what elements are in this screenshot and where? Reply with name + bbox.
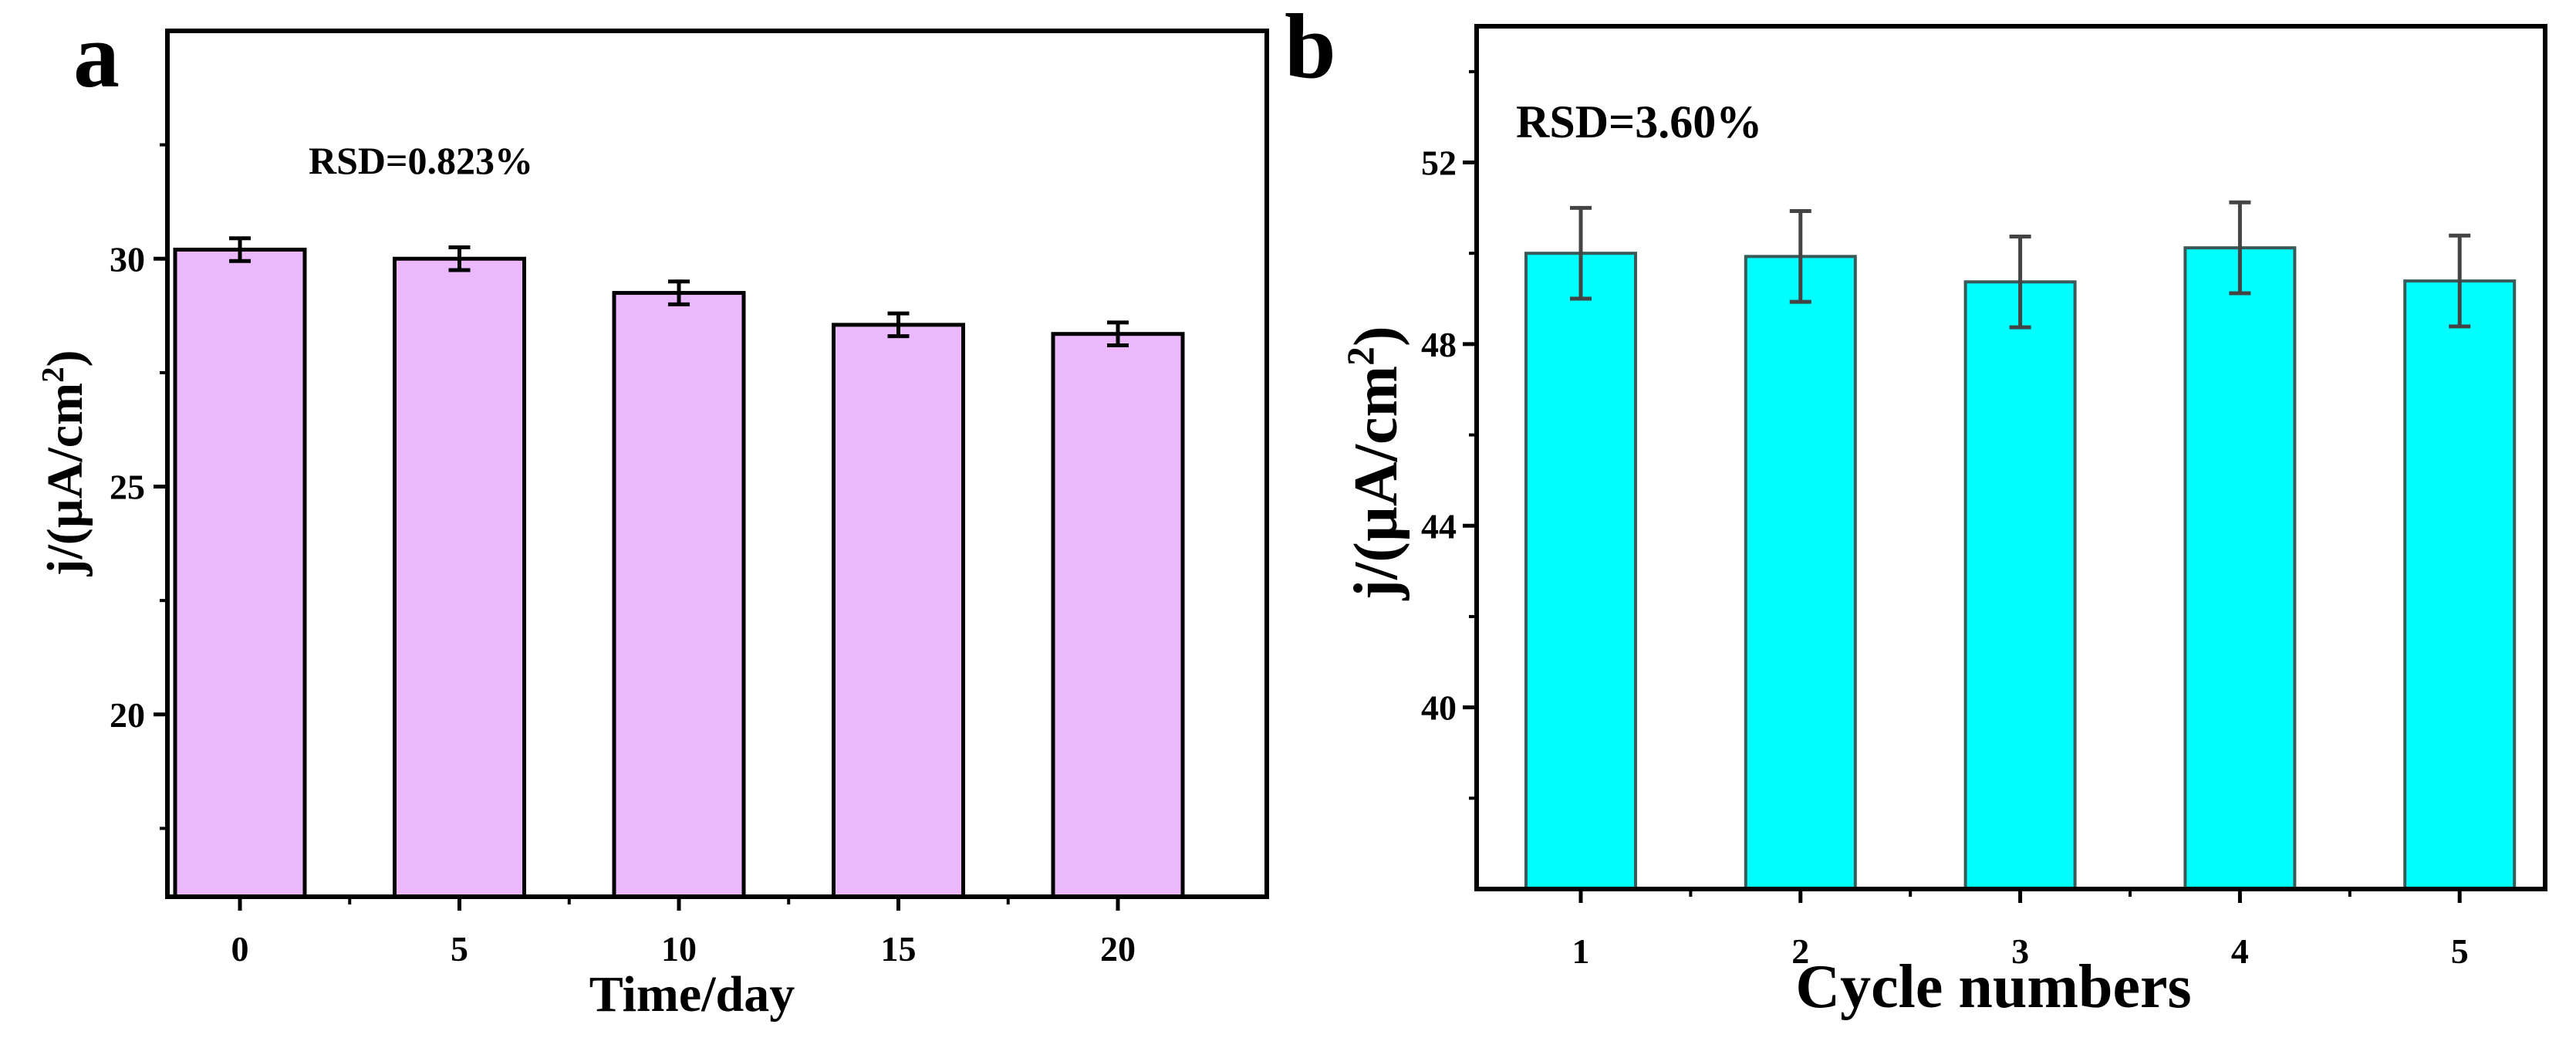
- panel-b-y-axis-title: j/(µA/cm2): [1339, 326, 1410, 600]
- panel-b-chart: b 40 44 48 52 1 2 3 4 5 RSD=3.60% Cycle numbers…: [1285, 0, 2547, 1021]
- error-bar-20: [1107, 320, 1129, 347]
- panel-b-rsd-annotation: RSD=3.60%: [1516, 96, 1762, 147]
- error-bar-15: [887, 311, 910, 339]
- x-tick-label: 15: [881, 929, 917, 969]
- y-tick-label: 20: [110, 695, 145, 735]
- error-bar-10: [668, 279, 690, 306]
- bar-5: [393, 256, 526, 899]
- panel-b-bars: [1524, 246, 2517, 891]
- x-tick-label: 5: [451, 929, 468, 969]
- error-bar-5: [2449, 233, 2471, 329]
- panel-b-y-ticks: 40 44 48 52: [1421, 69, 1477, 800]
- bar-0: [173, 247, 307, 899]
- panel-a-frame: [165, 29, 1269, 899]
- bar-3: [1963, 280, 2077, 891]
- error-bar-5: [448, 245, 471, 272]
- error-bar-4: [2229, 200, 2251, 296]
- x-tick-label: 5: [2451, 931, 2469, 971]
- panel-a-y-axis-title: j/(µA/cm2): [35, 350, 93, 576]
- error-bar-3: [2009, 234, 2031, 330]
- y-tick-label: 52: [1421, 144, 1457, 183]
- panel-a-chart: a 20 25 30 0 5 10 15 20 RSD=0.823% Time/day j/…: [35, 4, 1269, 1023]
- x-tick-label: 2: [1791, 931, 1809, 971]
- panel-a-y-ticks: 20 25 30: [110, 143, 167, 830]
- x-tick-label: 3: [2011, 931, 2029, 971]
- panel-a-letter: a: [73, 4, 120, 106]
- panel-a-x-axis-title: Time/day: [589, 966, 795, 1023]
- y-tick-label: 40: [1421, 688, 1457, 728]
- panel-b-x-ticks: 1 2 3 4 5: [1572, 889, 2469, 971]
- error-bar-0: [229, 236, 251, 263]
- panel-b-frame: [1474, 24, 2547, 891]
- bar-5: [2403, 279, 2517, 891]
- error-bar-2: [1789, 208, 1811, 304]
- error-bar-1: [1570, 205, 1592, 301]
- bar-20: [1051, 332, 1185, 899]
- panel-a-bars: [173, 247, 1185, 899]
- panel-b-error-bars: [1570, 200, 2471, 330]
- bar-4: [2183, 246, 2297, 891]
- y-tick-label: 30: [110, 239, 145, 279]
- x-tick-label: 4: [2231, 931, 2249, 971]
- x-tick-label: 20: [1100, 929, 1136, 969]
- panel-a-error-bars: [229, 236, 1129, 347]
- bar-15: [832, 323, 965, 899]
- bar-2: [1744, 255, 1857, 891]
- x-tick-label: 10: [661, 929, 697, 969]
- x-tick-label: 1: [1572, 931, 1590, 971]
- bar-1: [1524, 252, 1637, 891]
- panel-b-letter: b: [1285, 0, 1336, 97]
- bar-10: [612, 291, 746, 899]
- y-tick-label: 25: [110, 468, 145, 507]
- panel-a-rsd-annotation: RSD=0.823%: [309, 139, 533, 182]
- panel-b-x-axis-title: Cycle numbers: [1795, 953, 2191, 1021]
- y-tick-label: 44: [1421, 506, 1457, 546]
- y-tick-label: 48: [1421, 325, 1457, 364]
- panel-a-x-ticks: 0 5 10 15 20: [231, 897, 1136, 969]
- x-tick-label: 0: [231, 929, 249, 969]
